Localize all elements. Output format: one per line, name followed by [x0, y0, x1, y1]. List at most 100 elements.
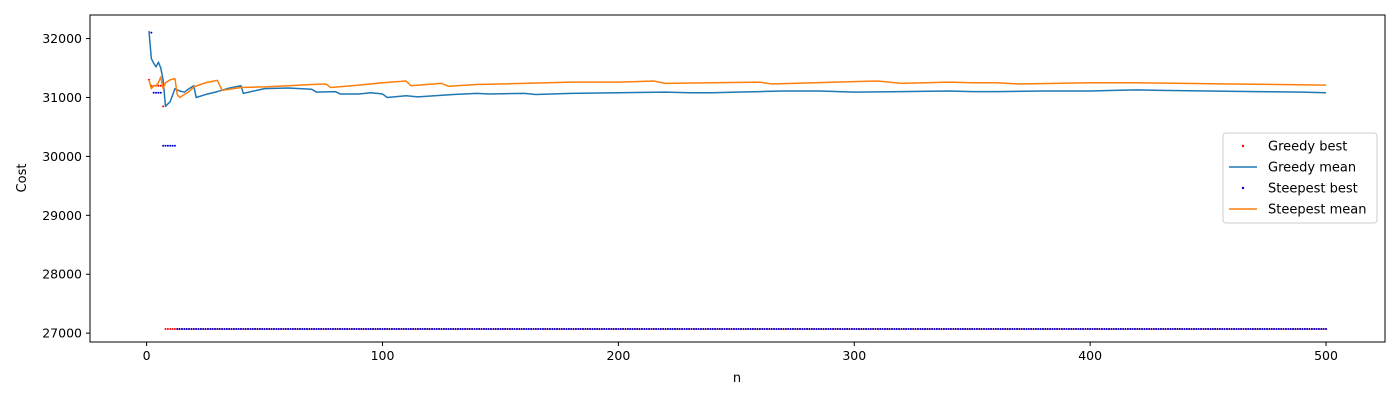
axes-frame [89, 14, 1386, 343]
steepest-best-point [808, 328, 811, 331]
steepest-best-point [916, 328, 919, 331]
steepest-best-point [1105, 328, 1108, 331]
steepest-best-point [1218, 328, 1221, 331]
steepest-best-point [291, 328, 294, 331]
steepest-best-point [662, 328, 665, 331]
steepest-best-point [975, 328, 978, 331]
greedy-best-point [159, 84, 162, 87]
steepest-best-point [659, 328, 662, 331]
steepest-best-point [478, 328, 481, 331]
steepest-best-point [1171, 328, 1174, 331]
steepest-best-point [673, 328, 676, 331]
steepest-best-point [454, 328, 457, 331]
steepest-best-point [582, 328, 584, 331]
steepest-best-point [317, 328, 320, 331]
steepest-best-point [702, 328, 705, 331]
steepest-best-point [534, 328, 537, 331]
steepest-best-point [1195, 328, 1198, 331]
steepest-best-point [1251, 328, 1254, 331]
y-tick-label: 30000 [42, 149, 82, 164]
steepest-best-point [1280, 328, 1283, 331]
steepest-best-point [263, 328, 266, 331]
steepest-best-point [692, 328, 695, 331]
steepest-best-point [770, 328, 773, 331]
steepest-best-point [327, 328, 330, 331]
steepest-best-point [688, 328, 691, 331]
steepest-best-point [482, 328, 485, 331]
steepest-best-point [1306, 328, 1309, 331]
steepest-best-point [768, 328, 771, 331]
steepest-best-point [824, 328, 827, 331]
steepest-best-point [681, 328, 684, 331]
steepest-best-point [548, 328, 551, 331]
steepest-best-point [1084, 328, 1087, 331]
steepest-best-point [390, 328, 393, 331]
steepest-best-point [423, 328, 426, 331]
steepest-best-point [152, 91, 155, 94]
steepest-best-point [912, 328, 915, 331]
steepest-best-point [282, 328, 285, 331]
steepest-best-point [589, 328, 592, 331]
steepest-best-point [787, 328, 790, 331]
steepest-best-point [1117, 328, 1120, 331]
steepest-best-point [1266, 328, 1269, 331]
steepest-best-point [1244, 328, 1247, 331]
steepest-best-point [1237, 328, 1240, 331]
steepest-best-point [1169, 328, 1172, 331]
steepest-best-point [1025, 328, 1028, 331]
steepest-best-point [872, 328, 875, 331]
steepest-best-point [1150, 328, 1153, 331]
steepest-best-point [428, 328, 431, 331]
steepest-best-point [1313, 328, 1316, 331]
steepest-best-point [339, 328, 342, 331]
steepest-best-point [433, 328, 436, 331]
steepest-best-point [532, 328, 535, 331]
y-tick-label: 32000 [42, 31, 82, 46]
steepest-best-point [1157, 328, 1160, 331]
steepest-best-point [544, 328, 547, 331]
steepest-best-point [652, 328, 655, 331]
steepest-best-point [334, 328, 337, 331]
steepest-best-point [487, 328, 490, 331]
steepest-best-point [1254, 328, 1257, 331]
steepest-best-point [289, 328, 292, 331]
steepest-best-point [209, 328, 212, 331]
steepest-best-point [310, 328, 313, 331]
steepest-best-point [506, 328, 509, 331]
steepest-best-point [525, 328, 528, 331]
steepest-best-point [221, 328, 224, 331]
steepest-best-point [773, 328, 776, 331]
steepest-best-point [1214, 328, 1217, 331]
steepest-best-point [1122, 328, 1125, 331]
steepest-best-point [176, 328, 179, 331]
steepest-best-point [775, 328, 778, 331]
steepest-best-point [1200, 328, 1203, 331]
steepest-best-point [1100, 328, 1103, 331]
steepest-best-point [655, 328, 658, 331]
steepest-best-point [461, 328, 464, 331]
steepest-best-point [1070, 328, 1073, 331]
steepest-best-point [817, 328, 820, 331]
steepest-best-point [171, 144, 174, 147]
steepest-best-point [690, 328, 693, 331]
steepest-best-point [1249, 328, 1252, 331]
steepest-best-point [490, 328, 492, 331]
steepest-best-point [1240, 328, 1243, 331]
steepest-best-point [1018, 328, 1021, 331]
steepest-best-point [322, 328, 325, 331]
steepest-best-point [346, 328, 349, 331]
steepest-best-point [1072, 328, 1075, 331]
steepest-best-point [251, 328, 254, 331]
steepest-best-point [1190, 328, 1193, 331]
steepest-best-point [909, 328, 912, 331]
steepest-best-point [431, 328, 434, 331]
steepest-best-point [961, 328, 964, 331]
steepest-best-point [466, 328, 469, 331]
steepest-best-point [723, 328, 726, 331]
steepest-best-point [862, 328, 865, 331]
steepest-best-point [782, 328, 785, 331]
steepest-best-point [225, 328, 228, 331]
steepest-best-point [629, 328, 632, 331]
steepest-best-point [381, 328, 384, 331]
steepest-best-point [600, 328, 603, 331]
